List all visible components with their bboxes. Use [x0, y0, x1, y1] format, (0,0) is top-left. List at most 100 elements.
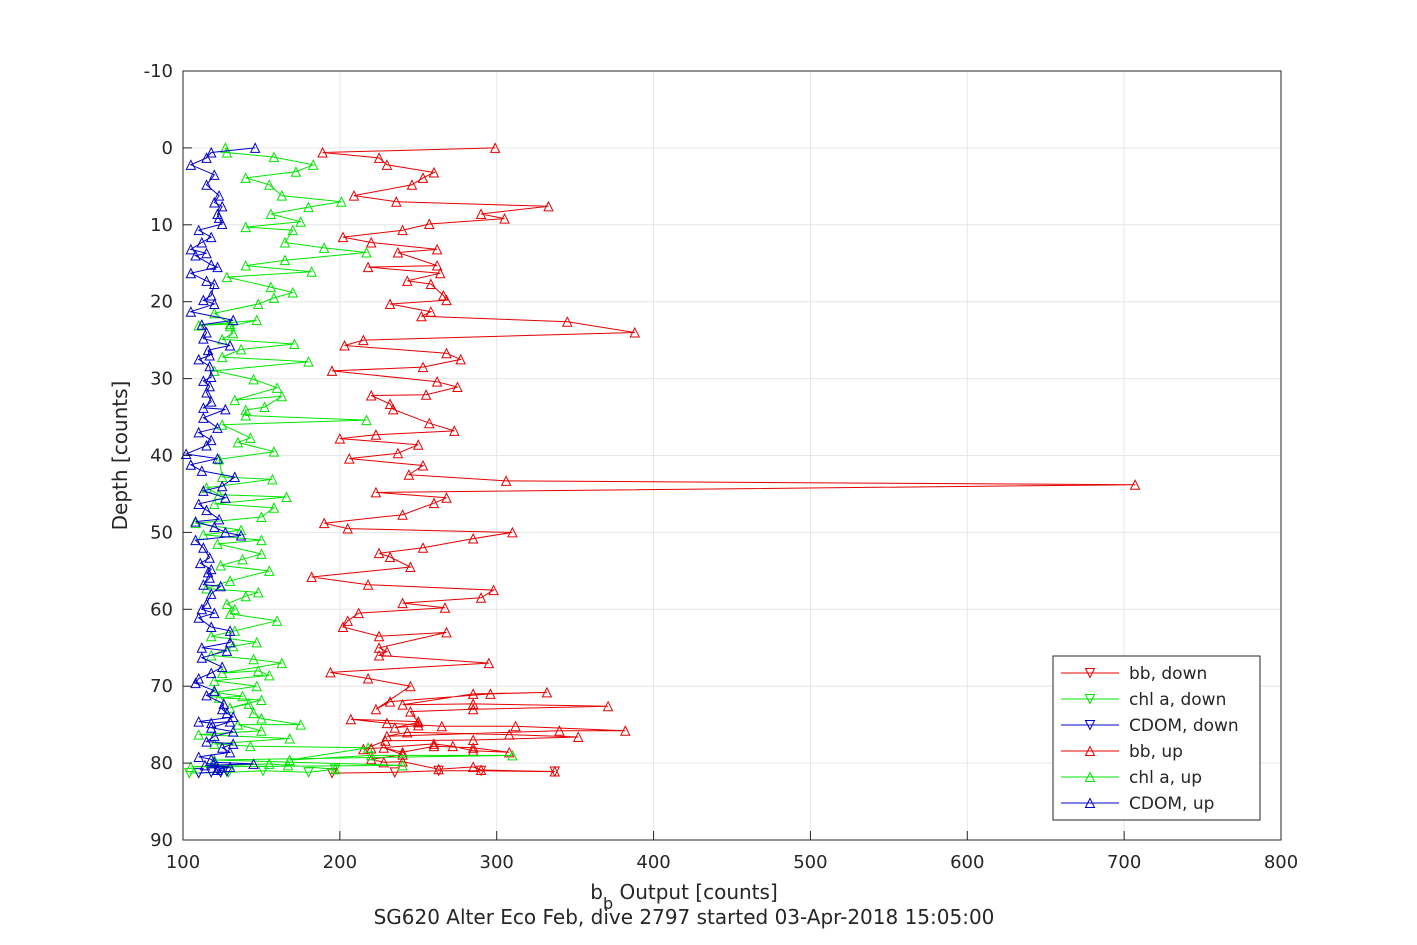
data-point — [201, 386, 212, 398]
data-point — [183, 768, 195, 779]
data-point — [433, 763, 444, 775]
data-point — [251, 636, 263, 648]
x-tick-label: 600 — [950, 852, 984, 873]
data-point — [507, 526, 518, 538]
data-point — [216, 200, 228, 212]
data-point — [337, 231, 349, 243]
data-point — [190, 517, 201, 529]
data-point — [483, 657, 495, 669]
data-point — [342, 522, 354, 534]
data-point — [248, 707, 259, 719]
data-point — [224, 636, 236, 648]
data-point — [201, 735, 212, 747]
data-point — [268, 292, 280, 303]
data-point — [185, 761, 197, 772]
data-point — [224, 761, 236, 772]
data-point — [205, 396, 217, 407]
data-point — [334, 432, 346, 444]
data-point — [358, 334, 369, 346]
data-point — [205, 434, 217, 446]
data-point — [431, 259, 443, 271]
data-point — [193, 224, 204, 236]
data-point — [205, 667, 217, 679]
data-point — [397, 597, 408, 609]
data-point — [384, 695, 396, 707]
data-point — [216, 419, 228, 430]
data-point — [205, 753, 217, 765]
data-point — [572, 731, 584, 742]
data-point — [423, 218, 435, 230]
data-point — [500, 475, 512, 486]
data-point — [276, 390, 288, 402]
data-point — [243, 698, 255, 709]
data-point — [205, 767, 217, 778]
data-point — [248, 758, 259, 769]
data-point — [373, 547, 385, 559]
data-point — [198, 412, 209, 423]
y-tick-label: 40 — [150, 446, 173, 467]
legend-box — [1052, 655, 1261, 821]
data-point — [212, 764, 223, 776]
data-point — [198, 375, 209, 386]
data-point — [428, 738, 440, 749]
data-point — [433, 765, 444, 777]
y-tick-label: 30 — [150, 369, 173, 390]
data-point — [325, 666, 336, 678]
data-point — [227, 725, 239, 737]
data-point — [365, 389, 377, 401]
legend-label: CDOM, up — [1129, 794, 1214, 814]
data-point — [201, 689, 212, 701]
data-point — [232, 436, 244, 448]
data-point — [629, 326, 641, 338]
data-point — [467, 698, 479, 709]
y-tick-label: 90 — [150, 830, 173, 851]
data-point — [205, 621, 217, 632]
data-point — [295, 719, 306, 730]
data-point — [389, 767, 401, 778]
data-point — [213, 453, 225, 465]
legend-entry: bb, down — [1061, 664, 1207, 684]
data-point — [201, 275, 212, 286]
data-point — [193, 751, 204, 762]
data-point — [397, 509, 408, 520]
y-tick-label: 50 — [150, 522, 173, 543]
data-point — [467, 742, 479, 753]
data-point — [417, 361, 429, 373]
data-point — [290, 166, 302, 177]
data-point — [307, 159, 319, 170]
data-point — [431, 376, 443, 387]
legend-marker — [1084, 771, 1096, 782]
data-point — [405, 561, 416, 573]
data-point — [549, 765, 561, 777]
data-point — [378, 756, 390, 768]
data-point — [251, 680, 263, 692]
data-point — [384, 398, 396, 409]
data-point — [381, 159, 393, 170]
data-point — [245, 740, 256, 752]
data-point — [205, 717, 217, 729]
data-point — [249, 142, 261, 153]
data-point — [193, 498, 204, 509]
data-point — [198, 579, 209, 590]
data-point — [284, 754, 295, 766]
data-point — [447, 740, 459, 752]
data-point — [204, 380, 215, 392]
data-point — [229, 471, 241, 483]
data-point — [216, 480, 228, 492]
data-point — [425, 306, 437, 317]
data-point — [218, 698, 230, 709]
data-point — [397, 755, 408, 767]
data-point — [229, 394, 241, 406]
data-point — [202, 566, 214, 578]
series-layer — [180, 142, 1141, 779]
data-point — [503, 729, 515, 740]
legend-entry: bb, up — [1061, 742, 1183, 762]
data-point — [326, 365, 338, 376]
data-point — [212, 261, 223, 273]
data-point — [232, 719, 244, 730]
data-point — [221, 598, 233, 609]
data-point — [256, 548, 267, 559]
data-point — [209, 607, 220, 619]
data-point — [405, 680, 416, 692]
data-point — [263, 669, 275, 681]
